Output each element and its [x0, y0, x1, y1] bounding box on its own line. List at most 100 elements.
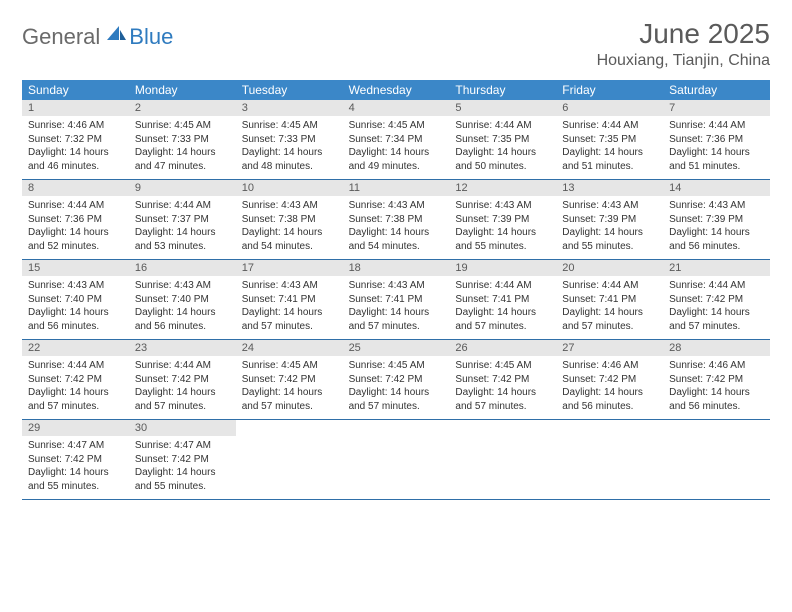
header: General Blue June 2025 Houxiang, Tianjin… — [22, 18, 770, 70]
weekday-header-row: Sunday Monday Tuesday Wednesday Thursday… — [22, 80, 770, 100]
day-details: Sunrise: 4:45 AMSunset: 7:34 PMDaylight:… — [343, 116, 450, 179]
day-details: Sunrise: 4:44 AMSunset: 7:42 PMDaylight:… — [22, 356, 129, 419]
day-number: 15 — [22, 260, 129, 276]
daylight-line: Daylight: 14 hours and 51 minutes. — [562, 146, 657, 173]
weekday-header: Friday — [556, 80, 663, 100]
daylight-line: Daylight: 14 hours and 57 minutes. — [349, 386, 444, 413]
daylight-line: Daylight: 14 hours and 48 minutes. — [242, 146, 337, 173]
daylight-line: Daylight: 14 hours and 50 minutes. — [455, 146, 550, 173]
sunrise-line: Sunrise: 4:43 AM — [349, 199, 444, 213]
logo: General Blue — [22, 24, 173, 50]
daylight-line: Daylight: 14 hours and 57 minutes. — [349, 306, 444, 333]
sunset-line: Sunset: 7:41 PM — [455, 293, 550, 307]
sunset-line: Sunset: 7:35 PM — [562, 133, 657, 147]
sunrise-line: Sunrise: 4:44 AM — [28, 359, 123, 373]
sunset-line: Sunset: 7:42 PM — [455, 373, 550, 387]
sunrise-line: Sunrise: 4:44 AM — [562, 279, 657, 293]
day-details: Sunrise: 4:43 AMSunset: 7:40 PMDaylight:… — [129, 276, 236, 339]
sunset-line: Sunset: 7:42 PM — [349, 373, 444, 387]
day-number: 29 — [22, 420, 129, 436]
sunset-line: Sunset: 7:36 PM — [28, 213, 123, 227]
day-number: 17 — [236, 260, 343, 276]
calendar-day-cell: 27Sunrise: 4:46 AMSunset: 7:42 PMDayligh… — [556, 340, 663, 419]
day-details: Sunrise: 4:45 AMSunset: 7:42 PMDaylight:… — [343, 356, 450, 419]
sunrise-line: Sunrise: 4:46 AM — [28, 119, 123, 133]
day-number: 27 — [556, 340, 663, 356]
calendar-week-row: 15Sunrise: 4:43 AMSunset: 7:40 PMDayligh… — [22, 260, 770, 340]
calendar-day-cell: 23Sunrise: 4:44 AMSunset: 7:42 PMDayligh… — [129, 340, 236, 419]
sunrise-line: Sunrise: 4:43 AM — [669, 199, 764, 213]
day-details: Sunrise: 4:44 AMSunset: 7:35 PMDaylight:… — [556, 116, 663, 179]
day-details: Sunrise: 4:44 AMSunset: 7:41 PMDaylight:… — [449, 276, 556, 339]
day-number: 12 — [449, 180, 556, 196]
day-details: Sunrise: 4:44 AMSunset: 7:36 PMDaylight:… — [663, 116, 770, 179]
day-number: 5 — [449, 100, 556, 116]
calendar-day-cell: 25Sunrise: 4:45 AMSunset: 7:42 PMDayligh… — [343, 340, 450, 419]
daylight-line: Daylight: 14 hours and 57 minutes. — [242, 306, 337, 333]
daylight-line: Daylight: 14 hours and 57 minutes. — [242, 386, 337, 413]
sunset-line: Sunset: 7:39 PM — [455, 213, 550, 227]
daylight-line: Daylight: 14 hours and 55 minutes. — [135, 466, 230, 493]
sunrise-line: Sunrise: 4:44 AM — [28, 199, 123, 213]
sunrise-line: Sunrise: 4:45 AM — [135, 119, 230, 133]
sunset-line: Sunset: 7:40 PM — [135, 293, 230, 307]
page-title: June 2025 — [597, 18, 770, 50]
sunrise-line: Sunrise: 4:47 AM — [135, 439, 230, 453]
sunrise-line: Sunrise: 4:43 AM — [242, 279, 337, 293]
sunrise-line: Sunrise: 4:43 AM — [349, 279, 444, 293]
day-details: Sunrise: 4:43 AMSunset: 7:39 PMDaylight:… — [449, 196, 556, 259]
day-details: Sunrise: 4:44 AMSunset: 7:36 PMDaylight:… — [22, 196, 129, 259]
sunset-line: Sunset: 7:42 PM — [669, 373, 764, 387]
day-number: 13 — [556, 180, 663, 196]
sunrise-line: Sunrise: 4:45 AM — [242, 119, 337, 133]
sunset-line: Sunset: 7:42 PM — [242, 373, 337, 387]
sunrise-line: Sunrise: 4:44 AM — [669, 279, 764, 293]
sunset-line: Sunset: 7:41 PM — [349, 293, 444, 307]
daylight-line: Daylight: 14 hours and 54 minutes. — [242, 226, 337, 253]
sunset-line: Sunset: 7:35 PM — [455, 133, 550, 147]
daylight-line: Daylight: 14 hours and 56 minutes. — [135, 306, 230, 333]
calendar-day-cell — [449, 420, 556, 499]
sunrise-line: Sunrise: 4:44 AM — [135, 199, 230, 213]
calendar-grid: 1 Sunrise: 4:46 AMSunset: 7:32 PM Daylight… — [22, 100, 770, 500]
day-number: 1 — [22, 100, 129, 116]
sunrise-line: Sunrise: 4:44 AM — [669, 119, 764, 133]
weekday-header: Thursday — [449, 80, 556, 100]
day-details: Sunrise: 4:44 AMSunset: 7:42 PMDaylight:… — [129, 356, 236, 419]
daylight-line: Daylight: 14 hours and 57 minutes. — [455, 306, 550, 333]
logo-text-general: General — [22, 24, 100, 50]
day-number: 26 — [449, 340, 556, 356]
day-number: 10 — [236, 180, 343, 196]
calendar-week-row: 1 Sunrise: 4:46 AMSunset: 7:32 PM Daylight… — [22, 100, 770, 180]
calendar-day-cell: 3Sunrise: 4:45 AMSunset: 7:33 PMDaylight… — [236, 100, 343, 179]
day-number: 2 — [129, 100, 236, 116]
day-number: 19 — [449, 260, 556, 276]
day-number: 9 — [129, 180, 236, 196]
day-number: 4 — [343, 100, 450, 116]
day-details: Sunrise: 4:46 AMSunset: 7:42 PMDaylight:… — [556, 356, 663, 419]
sunset-line: Sunset: 7:41 PM — [242, 293, 337, 307]
sunrise-line: Sunrise: 4:44 AM — [135, 359, 230, 373]
calendar-week-row: 29 Sunrise: 4:47 AMSunset: 7:42 PMDayligh… — [22, 420, 770, 500]
day-number: 16 — [129, 260, 236, 276]
daylight-line: Daylight: 14 hours and 53 minutes. — [135, 226, 230, 253]
calendar-day-cell: 14Sunrise: 4:43 AMSunset: 7:39 PMDayligh… — [663, 180, 770, 259]
sunset-line: Sunset: 7:40 PM — [28, 293, 123, 307]
day-details: Sunrise: 4:43 AMSunset: 7:38 PMDaylight:… — [343, 196, 450, 259]
daylight-line: Daylight: 14 hours and 57 minutes. — [455, 386, 550, 413]
calendar-day-cell: 9Sunrise: 4:44 AMSunset: 7:37 PMDaylight… — [129, 180, 236, 259]
sunset-line: Sunset: 7:32 PM — [28, 133, 123, 147]
calendar-day-cell — [236, 420, 343, 499]
sunrise-line: Sunrise: 4:43 AM — [455, 199, 550, 213]
calendar-day-cell: 13Sunrise: 4:43 AMSunset: 7:39 PMDayligh… — [556, 180, 663, 259]
calendar-day-cell: 15Sunrise: 4:43 AMSunset: 7:40 PMDayligh… — [22, 260, 129, 339]
calendar-day-cell: 10Sunrise: 4:43 AMSunset: 7:38 PMDayligh… — [236, 180, 343, 259]
day-details: Sunrise: 4:44 AMSunset: 7:41 PMDaylight:… — [556, 276, 663, 339]
daylight-line: Daylight: 14 hours and 57 minutes. — [562, 306, 657, 333]
sunrise-line: Sunrise: 4:44 AM — [455, 119, 550, 133]
calendar-day-cell: 5 Sunrise: 4:44 AMSunset: 7:35 PMDaylight… — [449, 100, 556, 179]
sunset-line: Sunset: 7:42 PM — [135, 453, 230, 467]
sunset-line: Sunset: 7:33 PM — [242, 133, 337, 147]
sunset-line: Sunset: 7:42 PM — [562, 373, 657, 387]
calendar-day-cell: 28Sunrise: 4:46 AMSunset: 7:42 PMDayligh… — [663, 340, 770, 419]
